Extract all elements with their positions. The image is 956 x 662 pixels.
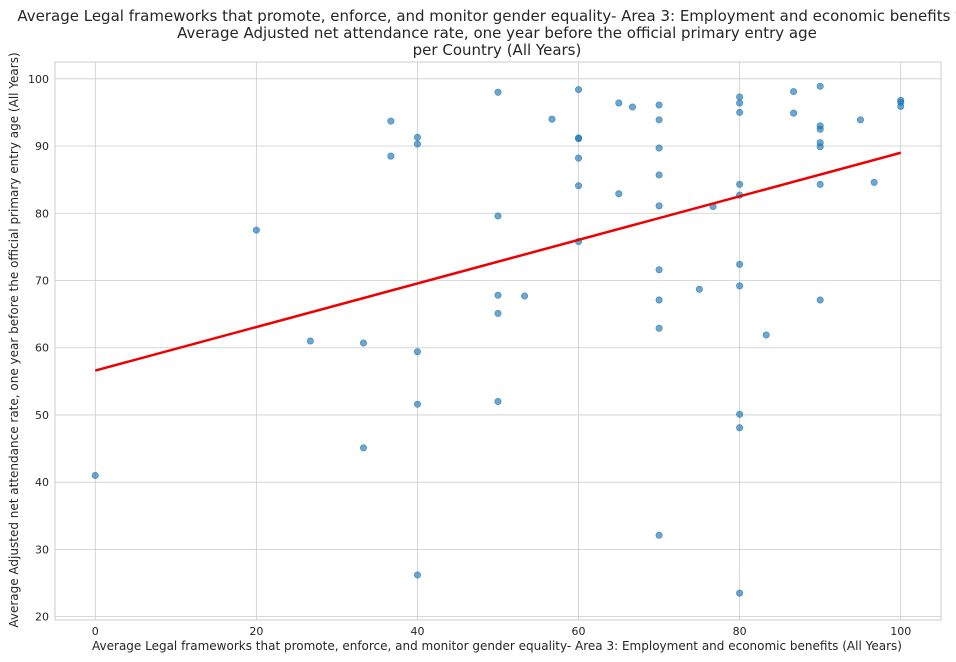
y-tick-label: 30: [35, 543, 49, 556]
x-tick-label: 80: [733, 625, 747, 638]
data-point: [736, 282, 744, 290]
data-point: [655, 202, 663, 210]
x-tick-label: 20: [249, 625, 263, 638]
data-point: [655, 171, 663, 179]
data-point: [655, 266, 663, 274]
data-point: [655, 531, 663, 539]
data-point: [736, 108, 744, 116]
y-tick-label: 90: [35, 140, 49, 153]
data-point: [359, 444, 367, 452]
data-point: [736, 93, 744, 101]
data-point: [695, 285, 703, 293]
data-point: [387, 152, 395, 160]
x-tick-label: 40: [410, 625, 424, 638]
x-tick-labels: 0 20 40 60 80 100: [92, 625, 911, 638]
data-point: [615, 99, 623, 107]
y-axis-label: Average Adjusted net attendance rate, on…: [7, 52, 21, 627]
data-points: [91, 82, 905, 597]
chart-title-line-2: Average Adjusted net attendance rate, on…: [177, 24, 817, 42]
data-point: [736, 180, 744, 188]
data-point: [494, 212, 502, 220]
data-point: [629, 103, 637, 111]
data-point: [655, 296, 663, 304]
y-tick-labels: 20 30 40 50 60 70 80 90 100: [28, 73, 49, 624]
y-tick-label: 20: [35, 611, 49, 624]
y-tick-label: 70: [35, 274, 49, 287]
data-point: [790, 88, 798, 96]
data-point: [575, 154, 583, 162]
data-point: [575, 135, 583, 143]
data-point: [521, 292, 529, 300]
data-point: [870, 178, 878, 186]
data-point: [252, 226, 260, 234]
x-tick-label: 60: [572, 625, 586, 638]
data-point: [413, 571, 421, 579]
data-point: [413, 400, 421, 408]
data-point: [736, 260, 744, 268]
y-tick-label: 100: [28, 73, 49, 86]
data-point: [655, 324, 663, 332]
chart-title-line-3: per Country (All Years): [413, 41, 582, 59]
data-point: [359, 339, 367, 347]
data-point: [575, 182, 583, 190]
data-point: [655, 144, 663, 152]
data-point: [736, 424, 744, 432]
x-tick-label: 0: [92, 625, 99, 638]
data-point: [762, 331, 770, 339]
data-point: [816, 296, 824, 304]
data-point: [387, 117, 395, 125]
data-point: [413, 140, 421, 148]
y-tick-label: 50: [35, 409, 49, 422]
grid-lines: [55, 62, 941, 620]
chart-title: Average Legal frameworks that promote, e…: [17, 7, 956, 59]
y-tick-label: 80: [35, 207, 49, 220]
y-tick-label: 40: [35, 476, 49, 489]
data-point: [816, 125, 824, 133]
data-point: [615, 190, 623, 198]
y-tick-label: 60: [35, 342, 49, 355]
trend-line: [94, 151, 902, 372]
data-point: [736, 589, 744, 597]
data-point: [494, 309, 502, 317]
data-point: [413, 133, 421, 141]
data-point: [816, 82, 824, 90]
data-point: [494, 88, 502, 96]
data-point: [494, 398, 502, 406]
data-point: [736, 99, 744, 107]
data-point: [790, 109, 798, 117]
data-point: [306, 337, 314, 345]
data-point: [816, 143, 824, 151]
data-point: [494, 291, 502, 299]
data-point: [655, 116, 663, 124]
data-point: [548, 115, 556, 123]
data-point: [856, 116, 864, 124]
plot-frame: [54, 61, 942, 621]
data-point: [655, 101, 663, 109]
data-point: [413, 348, 421, 356]
data-point: [575, 86, 583, 94]
x-tick-label: 100: [890, 625, 911, 638]
data-point: [91, 471, 99, 479]
data-point: [897, 102, 905, 110]
data-point: [816, 180, 824, 188]
data-point: [736, 410, 744, 418]
chart-title-line-1: Average Legal frameworks that promote, e…: [17, 7, 956, 25]
x-axis-label: Average Legal frameworks that promote, e…: [92, 639, 902, 653]
